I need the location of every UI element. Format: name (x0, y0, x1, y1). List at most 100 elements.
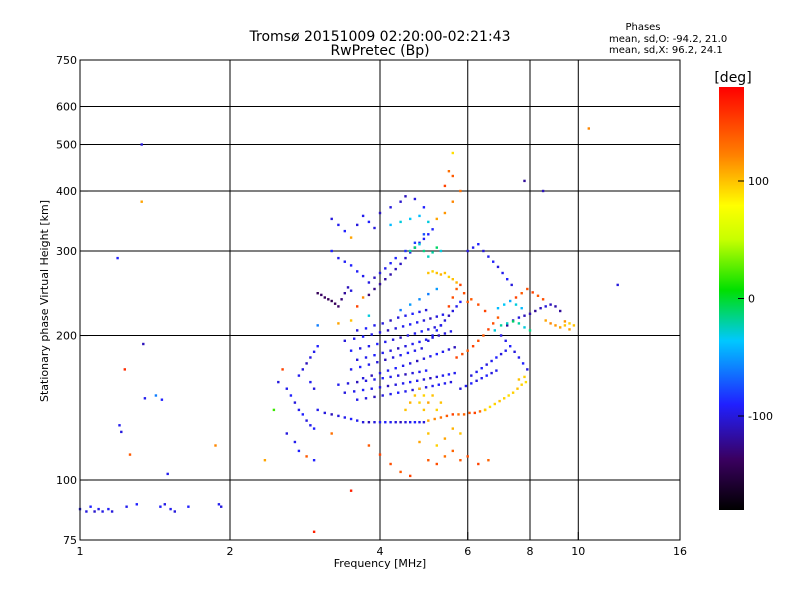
data-point (563, 324, 567, 327)
data-point (353, 337, 356, 340)
data-point (487, 459, 490, 462)
data-point (568, 322, 571, 325)
data-point (477, 303, 480, 306)
data-point (169, 507, 172, 511)
data-point (451, 413, 454, 416)
data-point (459, 459, 462, 462)
data-point (443, 319, 447, 322)
data-point (418, 370, 421, 374)
data-point (356, 305, 359, 308)
data-point (493, 402, 496, 406)
data-point (384, 278, 387, 281)
data-point (97, 507, 100, 511)
data-point (343, 391, 346, 394)
data-point (364, 356, 368, 359)
data-point (401, 325, 405, 328)
data-point (173, 510, 176, 513)
data-point (509, 345, 512, 348)
data-point (466, 455, 469, 458)
data-point (399, 336, 402, 339)
data-point (397, 374, 400, 377)
data-point (523, 375, 526, 379)
data-point (511, 391, 515, 394)
data-point (404, 314, 407, 317)
data-point (349, 368, 353, 371)
data-point (330, 217, 333, 221)
data-point (439, 273, 443, 276)
data-point (143, 397, 147, 400)
data-point (554, 305, 557, 308)
data-point (361, 388, 365, 392)
data-point (397, 391, 400, 394)
data-point (89, 505, 92, 508)
data-point (359, 365, 362, 369)
data-point (386, 369, 390, 372)
data-point (420, 330, 423, 333)
data-point (349, 289, 353, 292)
data-point (422, 421, 426, 424)
data-point (449, 330, 453, 333)
data-point (470, 374, 473, 377)
data-point (470, 382, 473, 385)
data-point (427, 459, 430, 462)
data-point (431, 336, 434, 339)
data-point (496, 316, 500, 319)
data-point (381, 377, 384, 380)
data-point (399, 262, 402, 266)
data-point (361, 274, 365, 278)
data-point (447, 275, 451, 279)
data-point (404, 390, 407, 393)
data-point (427, 271, 430, 275)
data-point (433, 417, 436, 421)
data-point (394, 383, 397, 386)
data-point (501, 271, 504, 275)
data-point (523, 326, 526, 329)
x-tick-label: 8 (527, 545, 534, 558)
x-axis-label: Frequency [MHz] (334, 557, 426, 570)
data-point (373, 226, 376, 230)
data-point (424, 369, 428, 372)
data-point (384, 358, 387, 361)
data-point (386, 384, 390, 388)
data-point (492, 260, 495, 263)
data-point (333, 302, 337, 305)
data-point (506, 278, 509, 281)
data-point (356, 380, 359, 384)
data-point (439, 249, 443, 253)
data-point (443, 455, 447, 458)
data-point (503, 397, 506, 400)
data-point (110, 510, 114, 513)
data-point (120, 430, 123, 434)
data-point (431, 251, 434, 254)
data-point (468, 411, 471, 415)
data-point (422, 394, 426, 397)
colorbar-tick-label: 100 (748, 175, 769, 188)
data-point (443, 271, 447, 275)
data-point (343, 260, 346, 263)
data-point (427, 432, 430, 435)
data-point (413, 197, 417, 201)
data-point (433, 326, 436, 329)
data-point (389, 262, 392, 265)
data-point (427, 401, 430, 404)
data-point (499, 334, 503, 337)
data-point (413, 421, 417, 424)
data-point (370, 333, 373, 336)
data-point (513, 350, 516, 353)
data-point (356, 398, 359, 401)
chart-subtitle: RwPretec (Bp) (330, 43, 429, 59)
data-point (123, 368, 126, 371)
data-point (297, 374, 301, 377)
data-point (361, 214, 365, 218)
data-point (490, 371, 493, 375)
data-point (406, 334, 410, 337)
data-point (431, 394, 434, 397)
data-point (427, 255, 430, 258)
data-point (356, 358, 359, 361)
data-point (330, 249, 333, 253)
data-point (427, 292, 430, 296)
data-point (528, 312, 532, 315)
data-point (413, 246, 417, 249)
data-point (409, 251, 412, 254)
